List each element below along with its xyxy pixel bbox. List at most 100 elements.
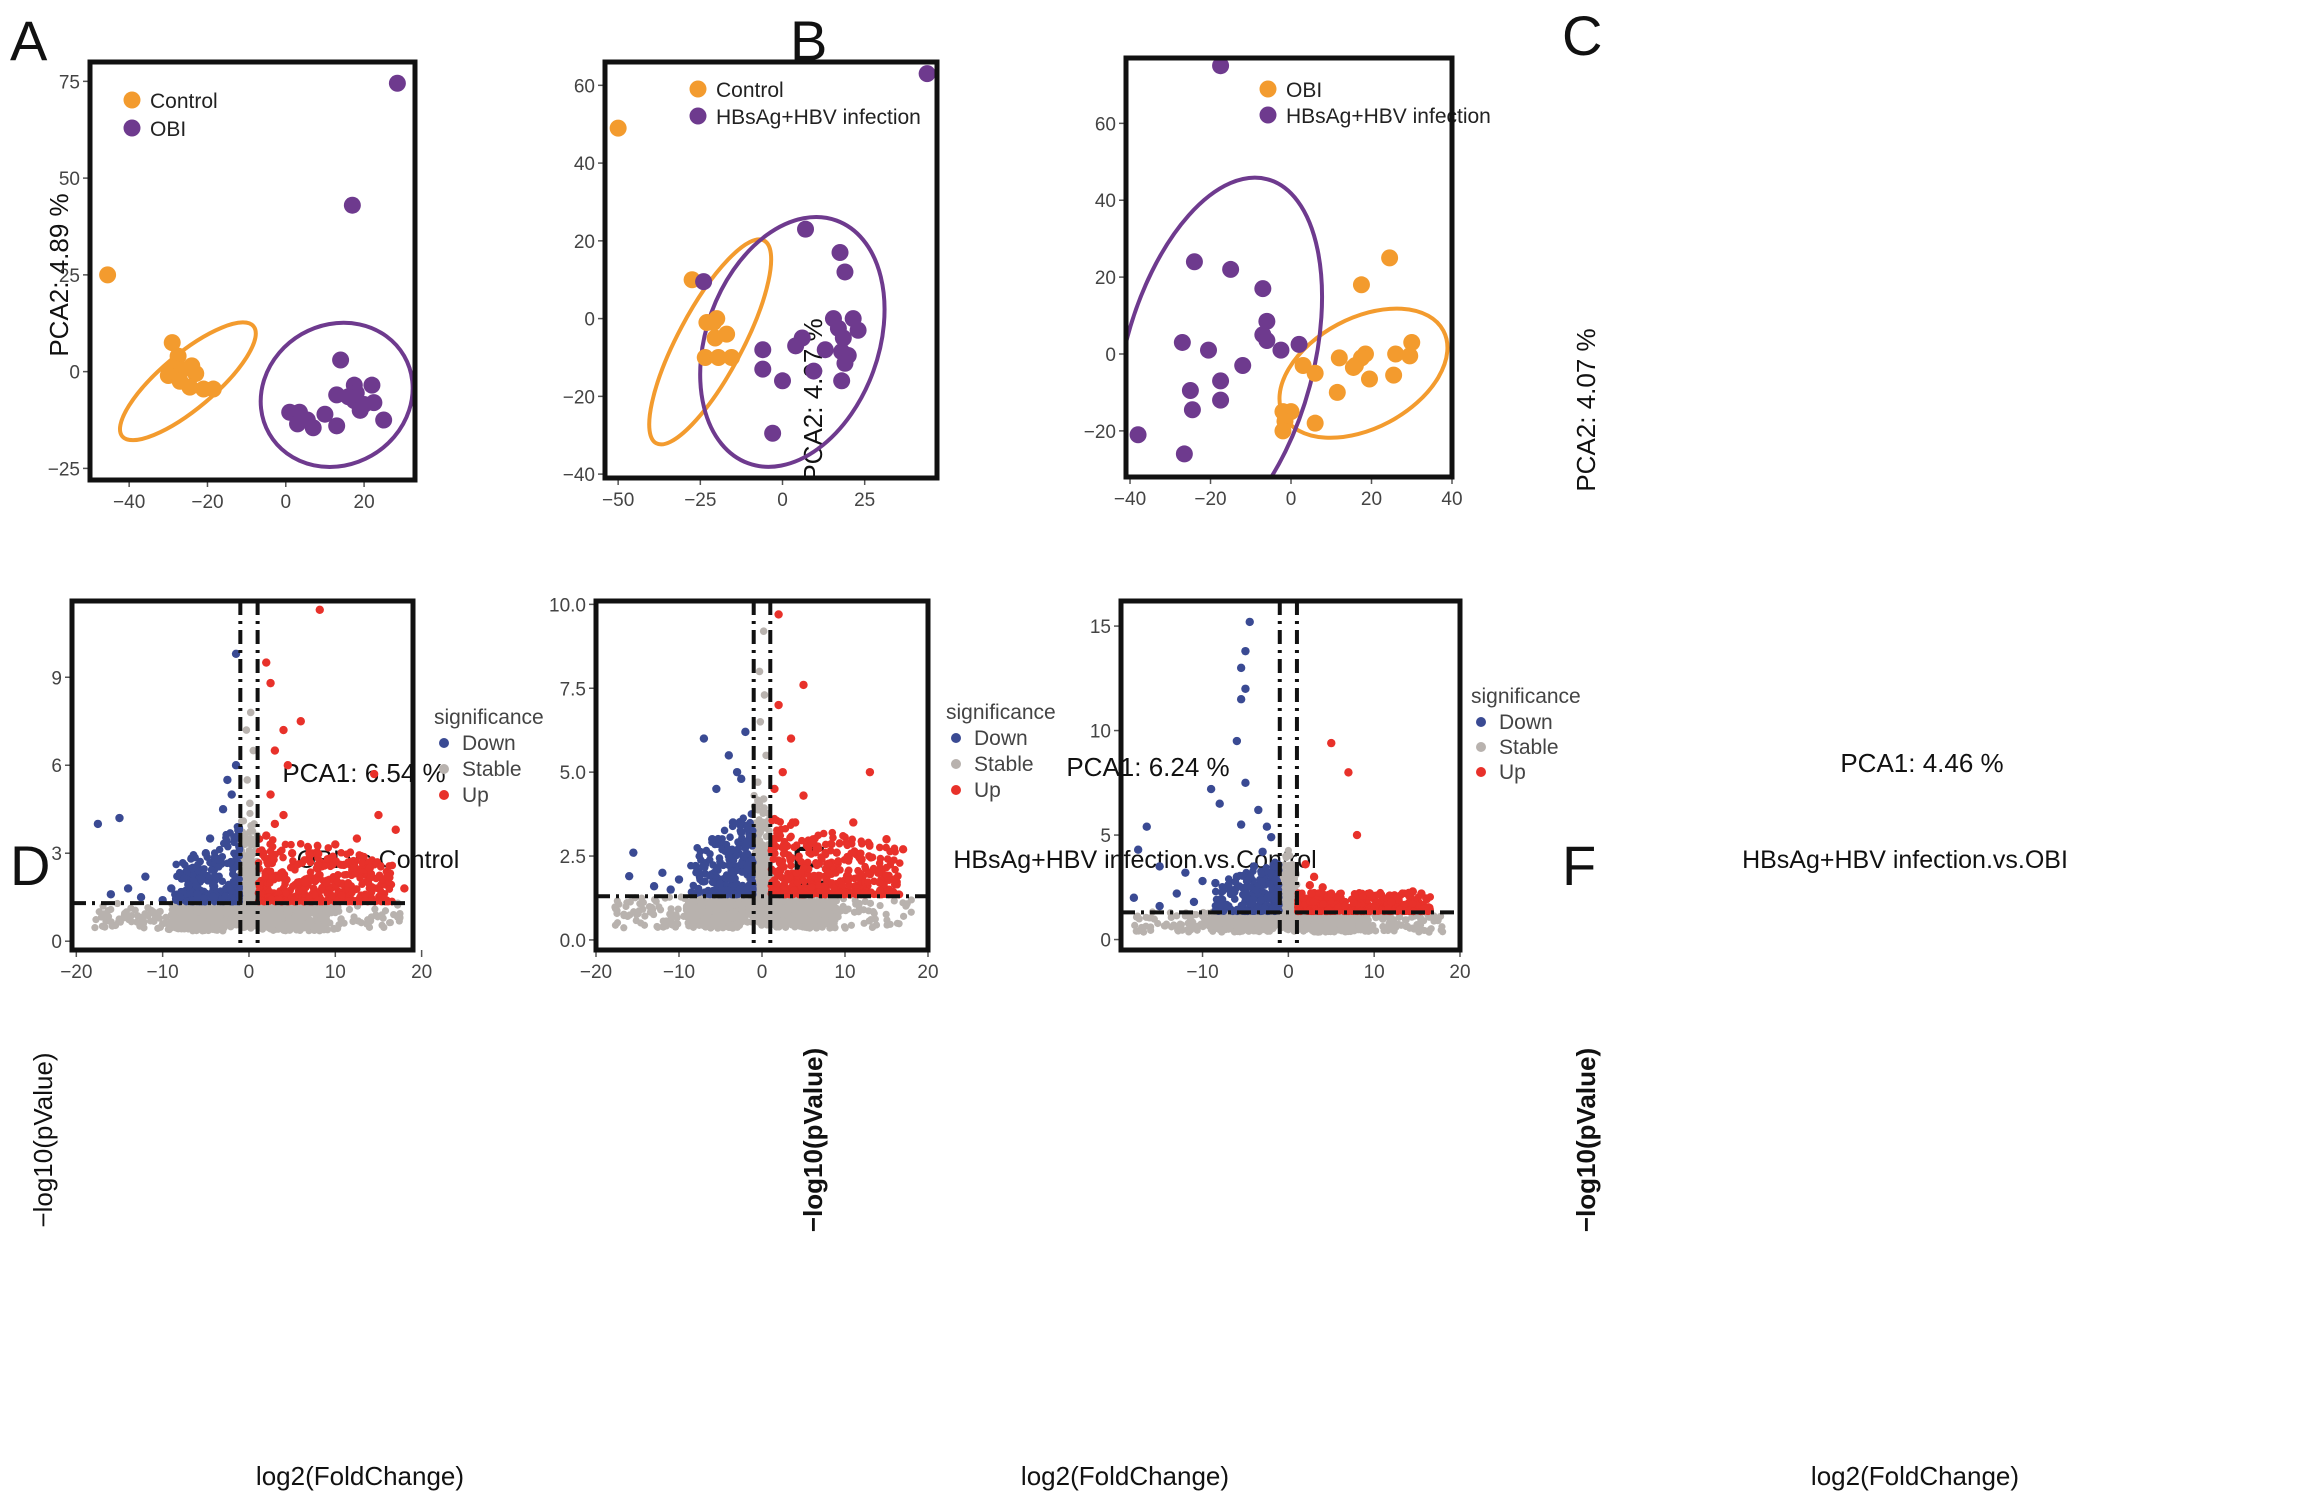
down-point <box>209 892 217 901</box>
stable-point <box>641 912 649 920</box>
stable-point <box>673 914 681 922</box>
stable-point <box>762 904 770 912</box>
stable-point <box>799 923 807 931</box>
data-point <box>1173 333 1191 351</box>
legend-marker <box>1259 80 1277 98</box>
up-point <box>798 836 806 845</box>
data-point <box>709 348 727 366</box>
down-point <box>649 882 659 891</box>
down-point <box>743 849 752 858</box>
down-point <box>723 886 732 895</box>
up-point <box>875 843 884 852</box>
up-point <box>312 876 321 884</box>
up-point <box>322 878 331 887</box>
up-point <box>331 840 340 849</box>
x-tick-label: −20 <box>60 962 92 983</box>
data-point <box>836 263 854 281</box>
down-point <box>691 861 700 871</box>
legend-label: Down <box>462 732 516 755</box>
up-point <box>366 874 375 882</box>
stable-point <box>754 843 762 851</box>
down-point <box>705 872 714 880</box>
y-tick-label: 20 <box>574 232 595 253</box>
stable-point <box>645 903 654 911</box>
y-tick-label: 50 <box>59 169 80 190</box>
x-tick-label: 0 <box>244 962 255 983</box>
panel-b: B PCA2: 4.97 % PCA1: 6.24 % −50 −25 0 25−40… <box>563 9 1230 782</box>
down-point <box>708 878 717 886</box>
stable-point <box>308 922 316 930</box>
stable-point <box>330 924 338 932</box>
data-point <box>1344 358 1362 376</box>
up-point <box>357 851 366 861</box>
down-point <box>218 805 228 814</box>
stable-point <box>250 905 259 913</box>
down-point <box>115 813 124 823</box>
stable-point <box>893 919 901 927</box>
plot-area <box>1126 58 1450 477</box>
down-point <box>201 849 211 858</box>
legend-marker <box>689 80 707 98</box>
stable-point <box>131 906 139 914</box>
up-point <box>864 870 872 878</box>
down-point <box>724 861 733 869</box>
down-point <box>231 649 241 658</box>
up-point <box>351 869 360 878</box>
data-point <box>375 411 393 429</box>
y-tick-label: 0.0 <box>560 931 586 952</box>
data-point <box>1175 445 1193 463</box>
up-point <box>829 833 837 842</box>
down-point <box>724 851 733 861</box>
up-point <box>374 810 383 820</box>
up-point <box>391 825 400 834</box>
stable-point <box>787 915 795 924</box>
up-point <box>820 882 829 890</box>
up-point <box>328 891 336 900</box>
down-point <box>739 814 748 822</box>
down-point <box>184 881 193 890</box>
down-point <box>714 834 722 843</box>
x-tick-label: −25 <box>684 490 716 511</box>
stable-point <box>91 924 99 932</box>
down-point <box>674 875 684 884</box>
x-tick-label: 0 <box>280 492 291 513</box>
up-point <box>382 872 392 881</box>
stable-point <box>850 908 859 916</box>
stable-point <box>101 923 109 931</box>
down-point <box>700 888 709 897</box>
legend-marker <box>123 91 141 109</box>
up-point <box>305 892 313 900</box>
up-point <box>779 849 788 858</box>
data-point <box>695 273 713 291</box>
y-tick-label: −25 <box>48 459 80 480</box>
stable-point <box>326 904 335 913</box>
down-point <box>732 767 742 777</box>
data-point <box>289 415 307 433</box>
stable-point <box>799 915 808 923</box>
down-point <box>737 774 746 784</box>
y-tick-label: 0 <box>1100 931 1111 952</box>
up-point <box>309 884 318 893</box>
data-point <box>764 424 782 442</box>
stable-point <box>246 809 254 818</box>
y-tick-label: 0 <box>51 932 62 953</box>
stable-point <box>144 904 152 912</box>
stable-point <box>784 902 792 910</box>
down-point <box>230 896 238 904</box>
data-point <box>1272 341 1290 359</box>
stable-point <box>282 909 291 917</box>
stable-point <box>851 896 859 904</box>
y-tick-label: 0 <box>1105 345 1116 366</box>
stable-point <box>754 778 762 787</box>
stable-point <box>243 776 252 784</box>
stable-point <box>745 902 753 910</box>
confidence-ellipse <box>258 320 415 469</box>
data-point <box>332 351 350 369</box>
up-point <box>864 878 872 886</box>
panel-e: E HBsAg+HBV infection.vs.Control −log10(… <box>549 595 1317 1491</box>
stable-point <box>755 830 763 839</box>
up-point <box>266 867 275 876</box>
data-point <box>388 74 406 92</box>
x-axis-label: log2(FoldChange) <box>1811 1461 2019 1491</box>
up-point <box>772 879 781 888</box>
